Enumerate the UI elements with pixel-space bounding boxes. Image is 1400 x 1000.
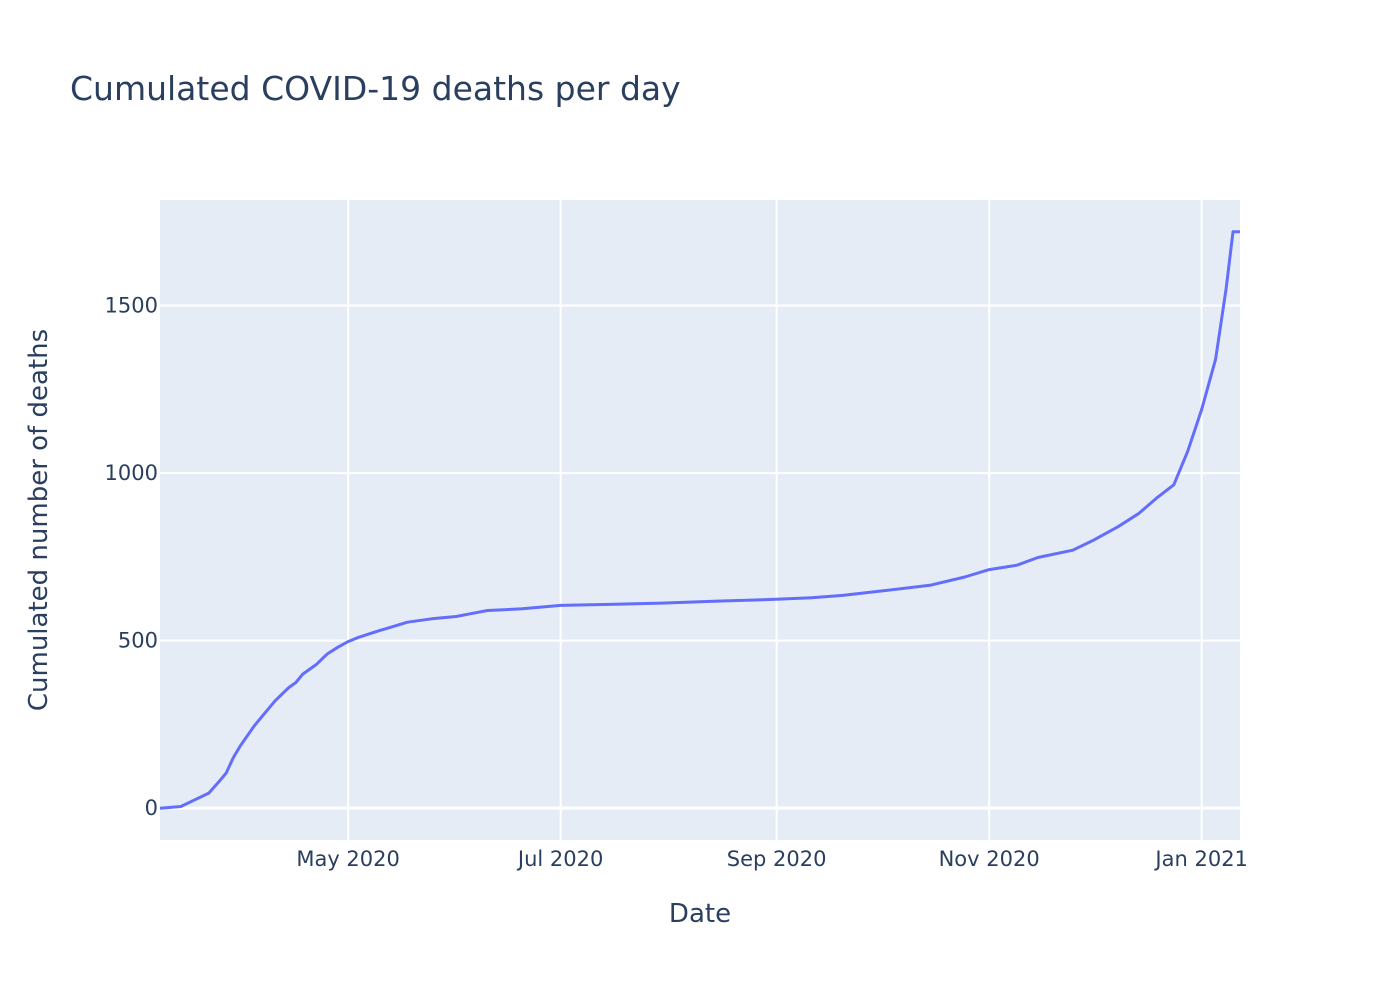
- series-line: [159, 230, 1240, 810]
- x-axis-title: Date: [669, 899, 731, 929]
- y-tick-label: 500: [118, 629, 158, 653]
- x-tick-label: Nov 2020: [939, 847, 1040, 871]
- x-tick-labels: May 2020 Jul 2020 Sep 2020 Nov 2020 Jan 2021: [296, 847, 1248, 871]
- y-tick-labels: 0 500 1000 1500: [105, 294, 158, 821]
- x-gridlines: [347, 200, 1203, 840]
- x-tick-label: Jan 2021: [1153, 847, 1248, 871]
- plot-area: [160, 200, 1240, 840]
- x-tick-label: Sep 2020: [727, 847, 827, 871]
- y-gridlines: [160, 304, 1240, 810]
- y-axis-title: Cumulated number of deaths: [24, 329, 54, 711]
- y-tick-label: 0: [145, 796, 158, 820]
- x-tick-label: May 2020: [296, 847, 400, 871]
- y-tick-label: 1500: [105, 294, 158, 318]
- y-tick-label: 1000: [105, 461, 158, 485]
- x-tick-label: Jul 2020: [516, 847, 603, 871]
- chart-title: Cumulated COVID-19 deaths per day: [70, 69, 681, 108]
